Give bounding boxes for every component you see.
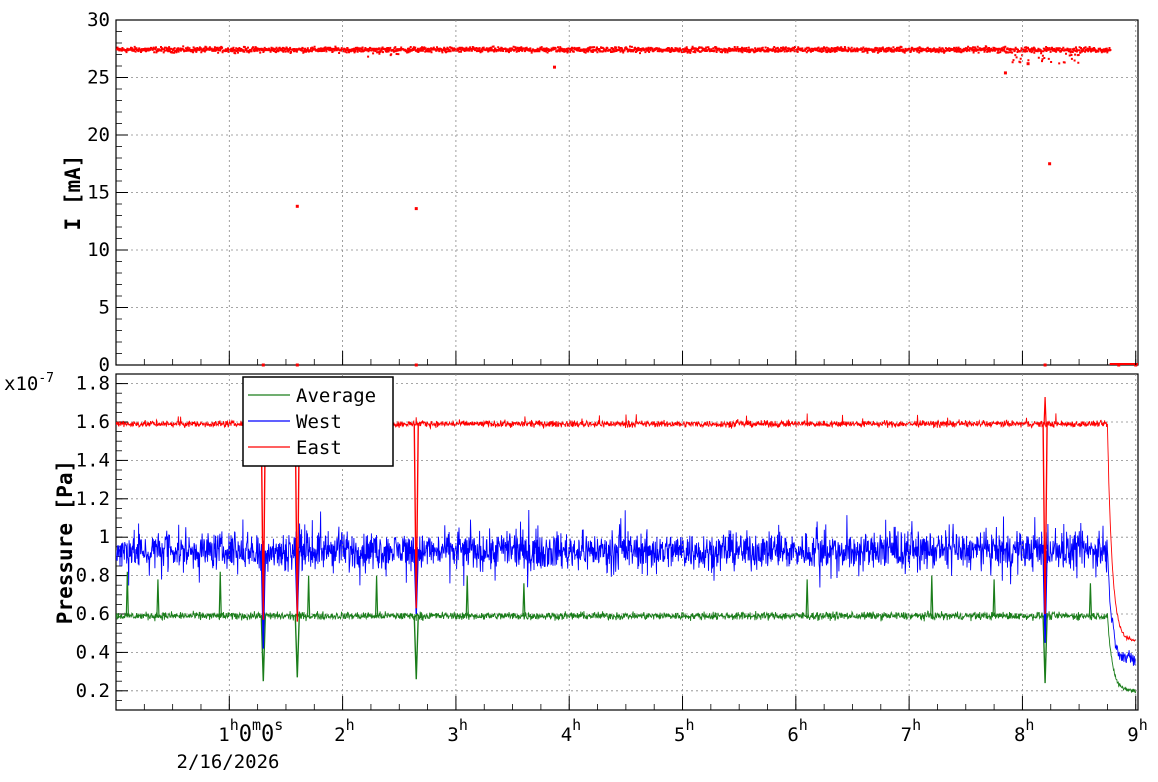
legend: Average West East [242,376,394,467]
pressure-spike [992,579,996,616]
pressure-y-tick-label: 0.2 [76,680,110,702]
pressure-dip [413,423,419,609]
pressure-series-average [116,571,1137,694]
pressure-spike [522,583,526,616]
current-y-tick-label: 15 [87,182,110,204]
pressure-axis-label: Pressure [Pa] [53,460,77,624]
current-y-tick-label: 5 [99,297,110,319]
pressure-dip [260,423,266,620]
pressure-y-tick-label: 1 [99,526,110,548]
pressure-spike [374,575,379,616]
time-axis: 1h0m0s 2h 3h 4h 5h 6h 7h 8h 9h 2/16/2026 [115,20,1148,773]
pressure-panel: 0.2 0.4 0.6 0.8 1 1.2 1.4 1.6 1.8 x10-7 Pressure [… [4,371,1139,711]
current-outlier-point [1043,363,1047,367]
time-tick-label: 1h0m0s [218,716,283,747]
legend-label-average: Average [296,385,376,407]
pressure-spike [805,579,809,616]
pressure-line-west [116,509,1137,666]
pressure-spike [930,575,934,616]
pressure-dip [294,423,300,622]
pressure-dip [260,615,266,682]
time-tick-label: 3h [447,716,467,746]
pressure-y-tick-label: 1.6 [76,411,110,433]
legend-label-west: West [296,411,342,433]
pressure-series-west [116,509,1137,666]
current-outlier-point [1026,62,1030,66]
time-tick-label: 5h [674,716,694,746]
current-series [116,45,1138,367]
current-y-tick-label: 30 [87,9,110,31]
legend-label-east: East [296,437,342,459]
current-outlier-point [295,204,299,208]
pressure-spike [1043,397,1047,424]
pressure-spike [156,579,160,616]
pressure-spike [465,575,469,616]
current-panel: 0 5 10 15 20 25 30 I [mA] [61,9,1139,376]
pressure-y-tick-label: 1.2 [76,488,110,510]
pressure-y-tick-label: 1.8 [76,373,110,395]
current-y-tick-label: 20 [87,124,110,146]
time-tick-label: 6h [787,716,807,746]
current-outlier-point [1048,162,1052,166]
time-tick-label: 2h [334,716,354,746]
pressure-dip [1042,615,1048,684]
current-outlier-point [295,363,299,367]
pressure-spike [218,571,222,616]
pressure-multiplier: x10-7 [4,371,54,395]
pressure-y-tick-label: 0.8 [76,565,110,587]
current-outlier-point [552,65,556,69]
current-outlier-point [261,363,265,367]
pressure-y-tick-label: 1.4 [76,449,110,471]
pressure-plot-frame [115,373,1139,711]
current-outlier-point [1003,71,1007,75]
current-axis-label: I [mA] [61,155,85,231]
pressure-dip [413,550,419,615]
pressure-dip [1042,550,1048,643]
pressure-y-tick-label: 0.4 [76,641,110,663]
current-y-tick-label: 25 [87,67,110,89]
pressure-dip [413,615,419,680]
pressure-line-average [116,610,1137,694]
pressure-spike [307,575,311,616]
time-tick-label: 8h [1014,716,1034,746]
pressure-y-tick-label: 0.6 [76,603,110,625]
pressure-dip [294,615,300,678]
pressure-dip [1042,423,1048,615]
current-outlier-point [414,207,418,211]
current-y-tick-label: 10 [87,239,110,261]
pressure-spike [125,571,129,616]
time-tick-label: 7h [901,716,921,746]
time-tick-label: 9h [1127,716,1147,746]
current-y-tick-label: 0 [99,354,110,376]
time-tick-label: 4h [561,716,581,746]
current-points [116,45,1112,65]
date-label: 2/16/2026 [177,751,280,773]
pressure-dip [260,550,266,649]
current-outlier-point [414,363,418,367]
pressure-spike [1088,583,1093,616]
